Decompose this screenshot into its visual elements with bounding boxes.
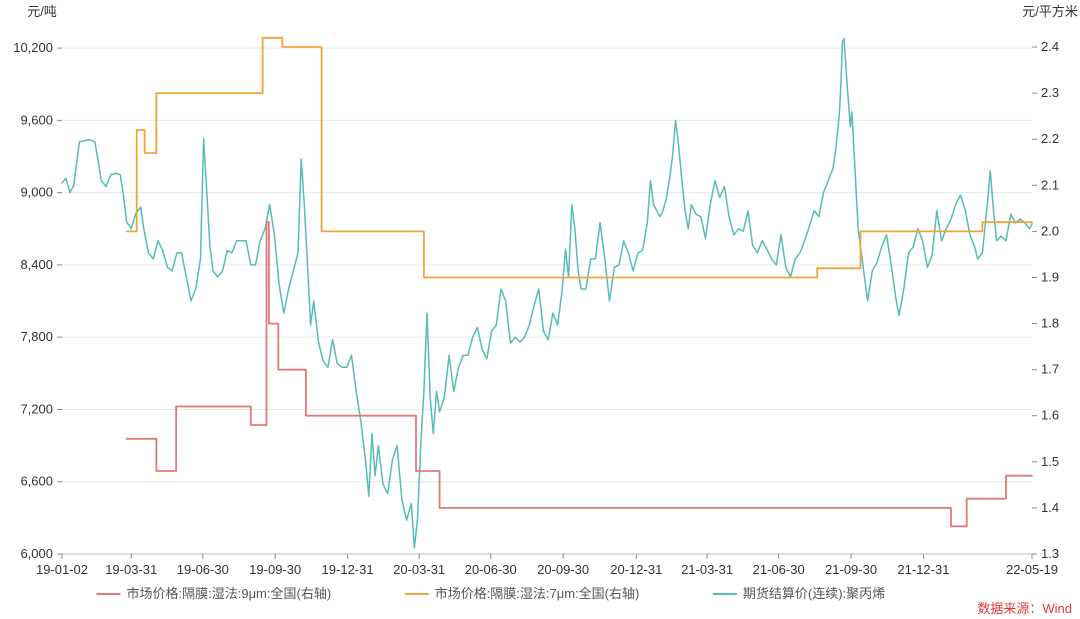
y-right-tick-label: 1.8	[1041, 316, 1059, 331]
x-tick-label: 19-03-31	[105, 562, 157, 577]
x-tick-label: 20-03-31	[393, 562, 445, 577]
y-right-tick-label: 1.9	[1041, 269, 1059, 284]
x-tick-label: 22-05-19	[1006, 562, 1058, 577]
x-tick-label: 19-09-30	[249, 562, 301, 577]
y-left-tick-label: 6,600	[20, 474, 53, 489]
y-left-tick-label: 7,200	[20, 401, 53, 416]
y-right-tick-label: 2.1	[1041, 177, 1059, 192]
x-tick-label: 20-06-30	[465, 562, 517, 577]
y-left-tick-label: 9,000	[20, 185, 53, 200]
x-tick-label: 21-06-30	[753, 562, 805, 577]
y-right-tick-label: 1.7	[1041, 362, 1059, 377]
series-sep-7um	[127, 38, 1033, 278]
y-left-title: 元/吨	[27, 4, 57, 19]
chart-container: 6,000 6,600 7,200 7,800 8,400 9,000 9,600 10,20…	[0, 0, 1080, 619]
x-tick-label: 20-12-31	[610, 562, 662, 577]
y-right-tick-label: 1.3	[1041, 546, 1059, 561]
y-right-tick-label: 1.4	[1041, 500, 1059, 515]
y-right-tick-label: 2.0	[1041, 223, 1059, 238]
data-source: 数据来源：Wind	[977, 601, 1072, 616]
y-left-tick-label: 6,000	[20, 546, 53, 561]
x-tick-label: 19-01-02	[36, 562, 88, 577]
y-left-tick-label: 9,600	[20, 112, 53, 127]
legend-label: 市场价格:隔膜:湿法:7μm:全国(右轴)	[435, 586, 640, 601]
legend-label: 期货结算价(连续):聚丙烯	[743, 586, 885, 601]
y-left-tick-label: 8,400	[20, 257, 53, 272]
x-tick-label: 20-09-30	[537, 562, 589, 577]
x-tick-label: 21-03-31	[681, 562, 733, 577]
y-right-title: 元/平方米	[1022, 4, 1078, 19]
y-right-tick-label: 1.5	[1041, 454, 1059, 469]
x-tick-label: 21-09-30	[825, 562, 877, 577]
x-tick-label: 19-06-30	[177, 562, 229, 577]
series-futures-pp	[62, 39, 1032, 549]
series-sep-9um	[127, 222, 1033, 526]
x-tick-label: 21-12-31	[897, 562, 949, 577]
legend-label: 市场价格:隔膜:湿法:9μm:全国(右轴)	[127, 586, 332, 601]
y-right-tick-label: 2.4	[1041, 39, 1059, 54]
chart-svg: 6,000 6,600 7,200 7,800 8,400 9,000 9,600 10,20…	[0, 0, 1080, 619]
y-left-tick-label: 7,800	[20, 329, 53, 344]
y-right-tick-label: 2.2	[1041, 131, 1059, 146]
y-right-tick-label: 2.3	[1041, 85, 1059, 100]
x-tick-label: 19-12-31	[322, 562, 374, 577]
y-right-tick-label: 1.6	[1041, 408, 1059, 423]
y-left-tick-label: 10,200	[13, 40, 53, 55]
